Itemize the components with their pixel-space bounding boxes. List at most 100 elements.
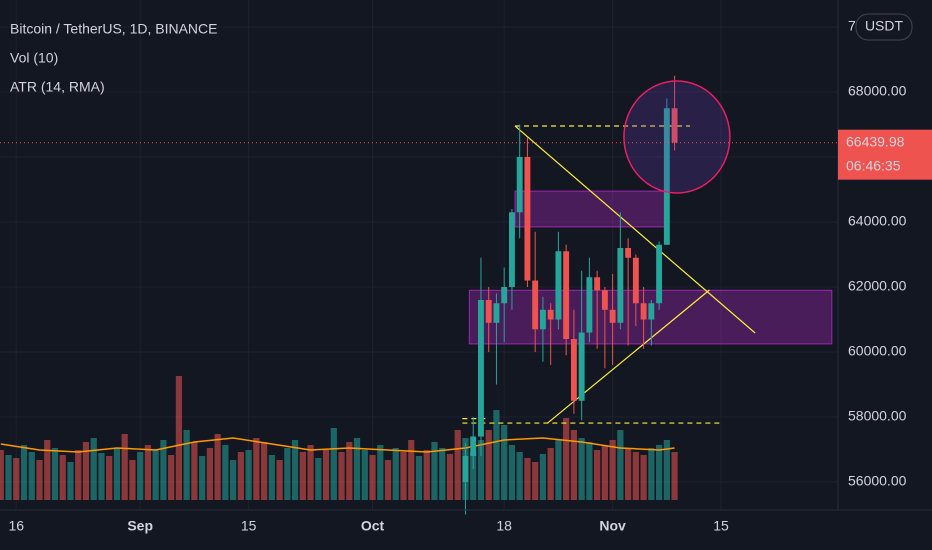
volume-bar <box>230 460 237 500</box>
volume-bar <box>493 410 500 500</box>
volume-bar <box>291 440 299 500</box>
candle-body <box>632 257 639 304</box>
x-tick-label: 16 <box>8 518 24 534</box>
volume-bar <box>152 450 159 500</box>
volume-bar <box>106 456 113 500</box>
volume-bar <box>601 445 608 500</box>
volume-bar <box>446 454 454 500</box>
volume-bar <box>5 455 12 500</box>
volume-bar <box>369 455 376 500</box>
currency-label[interactable]: USDT <box>865 18 904 34</box>
volume-bar <box>0 450 4 500</box>
trend-line <box>547 289 710 424</box>
volume-bar <box>415 456 423 500</box>
volume-bar <box>501 425 508 500</box>
volume-bar <box>431 442 438 500</box>
volume-bar <box>28 452 35 500</box>
volume-bar <box>121 434 128 500</box>
volume-bar <box>168 455 175 500</box>
volume-bar <box>586 442 593 500</box>
candle-body <box>601 290 608 310</box>
volume-bar <box>175 376 183 500</box>
candle-body <box>625 248 632 258</box>
volume-bar <box>307 445 314 500</box>
y-tick-label: 68000.00 <box>848 83 907 99</box>
candle-body <box>485 300 492 323</box>
volume-bar <box>609 440 616 500</box>
volume-bar <box>222 445 229 500</box>
volume-bar <box>408 440 415 500</box>
volume-legend: Vol (10) <box>10 50 58 66</box>
zone <box>514 190 669 228</box>
candle-body <box>671 108 678 143</box>
volume-bar <box>183 430 190 500</box>
volume-bar <box>439 448 446 500</box>
volume-bar <box>671 452 678 500</box>
volume-bar <box>625 448 632 500</box>
volume-bar <box>245 450 252 500</box>
volume-bar <box>338 452 345 500</box>
volume-bar <box>508 445 516 500</box>
candle-body <box>532 280 539 330</box>
candle-body <box>493 303 500 323</box>
volume-bar <box>384 460 392 500</box>
volume-bar <box>268 455 275 500</box>
countdown-label: 06:46:35 <box>846 157 901 173</box>
candle-body <box>547 309 554 320</box>
volume-bar <box>346 442 353 500</box>
volume-bar <box>454 430 461 500</box>
volume-bar <box>570 430 577 500</box>
volume-bar <box>51 448 59 500</box>
volume-bar <box>20 445 28 500</box>
volume-bar <box>160 440 167 500</box>
volume-bar <box>594 450 601 500</box>
volume-bar <box>98 453 105 500</box>
volume-bar <box>191 442 198 500</box>
volume-bar <box>59 455 66 500</box>
candle-body <box>563 251 570 340</box>
x-tick-label: Oct <box>361 518 385 534</box>
volume-bar <box>632 452 639 500</box>
volume-bar <box>315 458 322 500</box>
candle-body <box>609 309 616 323</box>
volume-bar <box>82 442 90 500</box>
x-tick-label: Sep <box>127 518 153 534</box>
volume-bar <box>485 430 492 500</box>
candle-body <box>555 251 562 320</box>
volume-bar <box>377 445 384 500</box>
volume-bar <box>470 452 477 500</box>
atr-legend: ATR (14, RMA) <box>10 79 105 95</box>
volume-bar <box>532 462 539 500</box>
volume-bar <box>276 460 283 500</box>
volume-ma <box>0 437 675 453</box>
volume-bar <box>400 452 407 500</box>
volume-bar <box>353 438 361 500</box>
volume-bar <box>477 440 485 500</box>
candle-body <box>570 339 577 401</box>
volume-bar <box>36 460 43 500</box>
volume-bar <box>129 460 136 500</box>
candle-body <box>617 248 624 323</box>
volume-bar <box>237 452 244 500</box>
volume-bar <box>261 442 268 500</box>
volume-bar <box>617 430 624 500</box>
y-tick-label: 60000.00 <box>848 343 907 359</box>
candle-body <box>539 309 546 330</box>
volume-bar <box>322 450 330 500</box>
candle-body <box>640 303 647 320</box>
candle-body <box>501 287 508 304</box>
candle-body <box>594 277 601 291</box>
symbol-legend: Bitcoin / TetherUS, 1D, BINANCE <box>10 21 217 37</box>
currency-button[interactable] <box>855 13 913 41</box>
x-tick-label: Nov <box>599 518 626 534</box>
volume-bar <box>67 462 74 500</box>
volume-bar <box>330 428 337 500</box>
candle-body <box>516 156 523 213</box>
volume-bar <box>361 450 368 500</box>
x-tick-label: 18 <box>496 518 512 534</box>
candle-body <box>462 456 469 483</box>
volume-bar <box>516 452 523 500</box>
candle-body <box>663 108 670 245</box>
volume-bar <box>578 438 585 500</box>
